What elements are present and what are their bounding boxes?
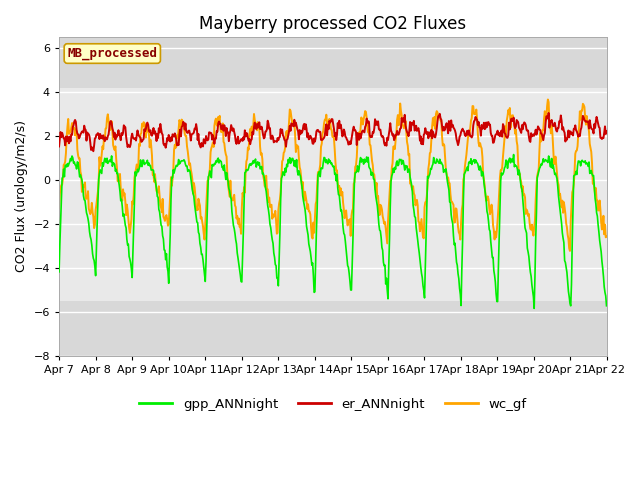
gpp_ANNnight [531, 306, 538, 312]
Legend: gpp_ANNnight, er_ANNnight, wc_gf: gpp_ANNnight, er_ANNnight, wc_gf [134, 392, 532, 416]
Y-axis label: CO2 Flux (urology/m2/s): CO2 Flux (urology/m2/s) [15, 120, 28, 273]
wc_gf [122, 198, 129, 204]
gpp_ANNnight [399, 158, 407, 164]
Title: Mayberry processed CO2 Fluxes: Mayberry processed CO2 Fluxes [199, 15, 467, 33]
gpp_ANNnight [206, 168, 214, 174]
wc_gf [399, 123, 407, 129]
er_ANNnight [122, 133, 130, 139]
Text: MB_processed: MB_processed [67, 47, 157, 60]
er_ANNnight [416, 138, 424, 144]
er_ANNnight [207, 131, 214, 136]
er_ANNnight [178, 124, 186, 130]
er_ANNnight [90, 148, 97, 154]
Line: er_ANNnight: er_ANNnight [59, 113, 607, 151]
wc_gf [65, 131, 73, 137]
wc_gf [415, 220, 423, 226]
wc_gf [177, 125, 185, 131]
gpp_ANNnight [177, 158, 185, 164]
wc_gf [566, 248, 574, 254]
gpp_ANNnight [510, 152, 518, 157]
gpp_ANNnight [122, 222, 129, 228]
wc_gf [603, 234, 611, 240]
er_ANNnight [545, 110, 552, 116]
Line: wc_gf: wc_gf [59, 99, 607, 251]
gpp_ANNnight [55, 269, 63, 275]
wc_gf [55, 205, 63, 211]
gpp_ANNnight [603, 303, 611, 309]
er_ANNnight [400, 119, 408, 125]
wc_gf [206, 166, 214, 172]
Line: gpp_ANNnight: gpp_ANNnight [59, 155, 607, 309]
Bar [59, 88, 607, 300]
gpp_ANNnight [65, 161, 73, 167]
er_ANNnight [55, 144, 63, 149]
er_ANNnight [65, 140, 73, 146]
wc_gf [544, 96, 552, 102]
gpp_ANNnight [415, 250, 423, 255]
er_ANNnight [603, 129, 611, 134]
